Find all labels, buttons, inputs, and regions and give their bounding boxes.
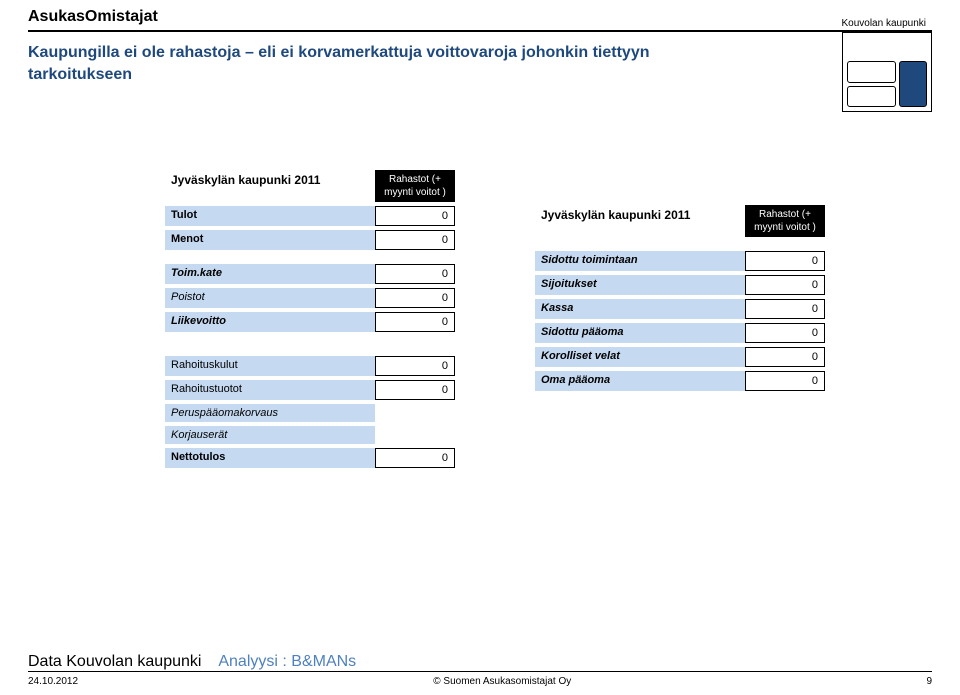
row-value: 0 — [745, 251, 825, 271]
table-header-value: Rahastot (+ myynti voitot ) — [745, 205, 825, 237]
right-box-label: Kouvolan kaupunki — [841, 18, 926, 29]
row-label: Toim.kate — [165, 264, 375, 284]
table-row: Peruspääomakorvaus — [165, 404, 455, 422]
org-diagram-cell — [847, 61, 896, 83]
table-row: Rahoitustuotot 0 — [165, 380, 455, 400]
table-header-label: Jyväskylän kaupunki 2011 — [535, 205, 745, 237]
table-row: Nettotulos 0 — [165, 448, 455, 468]
org-diagram-box — [842, 32, 932, 112]
table-row: Sidottu pääoma 0 — [535, 323, 825, 343]
row-label: Korjauserät — [165, 426, 375, 444]
row-value: 0 — [375, 380, 455, 400]
footer-page-number: 9 — [926, 676, 932, 687]
row-label: Rahoitustuotot — [165, 380, 375, 400]
footer-date: 24.10.2012 — [28, 676, 78, 687]
table-row: Tulot 0 — [165, 206, 455, 226]
spacer — [165, 254, 455, 264]
row-label: Sidottu toimintaan — [535, 251, 745, 271]
footer-source-2: Analyysi : B&MANs — [218, 653, 356, 670]
table-row: Poistot 0 — [165, 288, 455, 308]
table-header-value: Rahastot (+ myynti voitot ) — [375, 170, 455, 202]
page-title: AsukasOmistajat — [28, 8, 158, 26]
table-row: Korolliset velat 0 — [535, 347, 825, 367]
table-row: Kassa 0 — [535, 299, 825, 319]
row-value: 0 — [375, 448, 455, 468]
table-row: Menot 0 — [165, 230, 455, 250]
org-diagram-tall — [899, 61, 927, 107]
row-value-empty — [375, 404, 455, 422]
left-table: Jyväskylän kaupunki 2011 Rahastot (+ myy… — [165, 170, 455, 472]
footer-source-1: Data Kouvolan kaupunki — [28, 653, 201, 670]
title-prefix: Asukas — [28, 8, 85, 25]
row-value: 0 — [745, 323, 825, 343]
spacer — [535, 241, 825, 251]
spacer — [165, 346, 455, 356]
row-label: Menot — [165, 230, 375, 250]
footer-source: Data Kouvolan kaupunki Analyysi : B&MANs — [28, 653, 932, 671]
org-diagram-left — [847, 61, 896, 107]
table-row: Toim.kate 0 — [165, 264, 455, 284]
row-label: Kassa — [535, 299, 745, 319]
row-label: Peruspääomakorvaus — [165, 404, 375, 422]
row-label: Sijoitukset — [535, 275, 745, 295]
table-row: Sijoitukset 0 — [535, 275, 825, 295]
org-diagram-inner — [847, 61, 927, 107]
table-row: Korjauserät — [165, 426, 455, 444]
table-row: Oma pääoma 0 — [535, 371, 825, 391]
footer-copyright: © Suomen Asukasomistajat Oy — [78, 676, 926, 687]
footer: Data Kouvolan kaupunki Analyysi : B&MANs… — [0, 653, 960, 695]
footer-row: 24.10.2012 © Suomen Asukasomistajat Oy 9 — [28, 676, 932, 687]
table-row: Sidottu toimintaan 0 — [535, 251, 825, 271]
row-label: Rahoituskulut — [165, 356, 375, 376]
row-label: Liikevoitto — [165, 312, 375, 332]
row-value-empty — [375, 426, 455, 444]
row-value: 0 — [745, 275, 825, 295]
row-value: 0 — [745, 299, 825, 319]
row-label: Nettotulos — [165, 448, 375, 468]
header-divider — [28, 30, 932, 32]
spacer — [165, 336, 455, 346]
row-label: Korolliset velat — [535, 347, 745, 367]
row-label: Poistot — [165, 288, 375, 308]
row-value: 0 — [375, 230, 455, 250]
row-value: 0 — [375, 312, 455, 332]
table-row: Liikevoitto 0 — [165, 312, 455, 332]
row-value: 0 — [375, 288, 455, 308]
table-header: Jyväskylän kaupunki 2011 Rahastot (+ myy… — [165, 170, 455, 202]
row-label: Oma pääoma — [535, 371, 745, 391]
row-value: 0 — [745, 371, 825, 391]
subtitle-text: Kaupungilla ei ole rahastoja – eli ei ko… — [28, 42, 728, 87]
footer-divider — [28, 671, 932, 672]
right-table: Jyväskylän kaupunki 2011 Rahastot (+ myy… — [535, 205, 825, 395]
table-header-label: Jyväskylän kaupunki 2011 — [165, 170, 375, 202]
row-value: 0 — [375, 356, 455, 376]
title-suffix: Omistajat — [85, 8, 158, 25]
row-value: 0 — [375, 264, 455, 284]
row-label: Sidottu pääoma — [535, 323, 745, 343]
org-diagram-cell — [847, 86, 896, 108]
table-header: Jyväskylän kaupunki 2011 Rahastot (+ myy… — [535, 205, 825, 237]
row-label: Tulot — [165, 206, 375, 226]
table-row: Rahoituskulut 0 — [165, 356, 455, 376]
row-value: 0 — [745, 347, 825, 367]
row-value: 0 — [375, 206, 455, 226]
